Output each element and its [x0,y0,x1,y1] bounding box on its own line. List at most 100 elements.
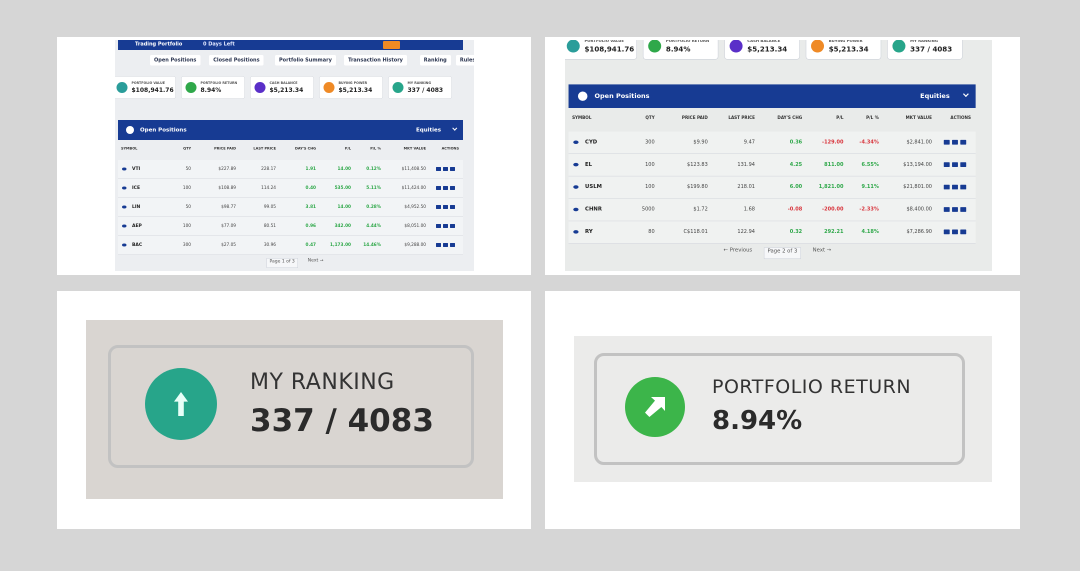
cell: $227.89 [218,166,236,172]
cell: 0.40 [305,185,316,191]
action-button[interactable] [952,162,958,167]
action-button[interactable] [952,207,958,212]
action-button[interactable] [960,162,967,167]
action-button[interactable] [436,186,441,190]
action-button[interactable] [443,167,448,171]
stat-label: MY RANKING [407,81,432,85]
column-header: SYMBOL [121,146,138,151]
stat-label: PORTFOLIO VALUE [584,40,624,44]
tab[interactable]: Rules [455,55,474,66]
action-button[interactable] [443,243,448,247]
cell: 80.51 [263,223,276,229]
action-button[interactable] [443,224,448,228]
action-button[interactable] [952,139,958,145]
stat-card: BUYING POWER $5,213.34 [805,40,882,60]
stat-label: PORTFOLIO RETURN [200,81,238,85]
action-button[interactable] [450,167,455,171]
cell: $98.77 [221,204,236,210]
action-button[interactable] [952,229,958,235]
cell: -4.34% [859,139,879,146]
action-button[interactable] [450,205,455,209]
action-button[interactable] [952,184,958,190]
pagination-previous[interactable]: ← Previous [723,247,753,254]
action-button[interactable] [443,186,448,190]
view-icon [122,243,127,247]
pagination-next[interactable]: Next → [307,258,324,263]
action-button[interactable] [436,224,441,228]
metric-box [594,353,965,465]
stat-label: MY RANKING [910,40,938,44]
zoom-card: PORTFOLIO RETURN 8.94% [545,291,1020,529]
view-icon [573,207,579,212]
action-button[interactable] [450,243,455,247]
column-header: LAST PRICE [728,115,755,121]
table-row: RY 80 C$118.01 122.94 0.32 292.21 4.18% $7,286.… [568,221,976,244]
action-button[interactable] [960,184,967,190]
cell: 100 [645,184,655,191]
cell: 14.00 [337,166,351,172]
tab[interactable]: Open Positions [150,55,201,66]
action-button[interactable] [943,207,950,212]
action-button[interactable] [960,139,967,145]
table-row: ICE 100 $108.89 114.24 0.40 535.00 5.11% $11,42… [118,179,463,198]
cell: 9.47 [743,139,755,146]
view-icon [573,162,579,167]
action-button[interactable] [960,229,967,235]
stat-icon [323,82,335,93]
action-button[interactable] [443,205,448,209]
cell: $8,400.00 [906,206,932,213]
section-title: Open Positions [140,126,187,134]
pagination-next[interactable]: Next → [812,247,832,254]
action-button[interactable] [450,186,455,190]
symbol: AEP [132,223,142,229]
action-button[interactable] [436,243,441,247]
stat-card: BUYING POWER $5,213.34 [319,76,383,99]
stat-value: 8.94% [665,44,691,54]
tab-bar: Open Positions Closed Positions Portfolio … [115,53,474,68]
metric-label: PORTFOLIO RETURN [712,376,912,398]
tab[interactable]: Transaction History [344,55,407,66]
symbol: BAC [132,242,143,248]
symbol: LIN [132,204,141,210]
photo-card: Trading Portfolio 0 Days Left Open Positio… [57,37,531,275]
column-header: MKT VALUE [403,146,426,151]
header-button [383,41,400,49]
cell: -2.33% [859,206,879,213]
tab[interactable]: Ranking [419,55,451,66]
stat-card: MY RANKING 337 / 4083 [887,40,963,60]
cell: 5000 [641,206,655,213]
cell: 4.44% [366,223,381,229]
action-button[interactable] [450,224,455,228]
cell: $108.89 [218,185,236,191]
section-icon [577,91,588,101]
cell: C$118.01 [683,228,708,235]
view-icon [573,140,579,144]
cell: 131.94 [737,161,755,168]
cell: 4.18% [861,228,879,235]
dashboard: Trading Portfolio 0 Days Left Open Positio… [115,40,474,271]
cell: 122.94 [737,228,755,235]
action-button[interactable] [960,207,967,212]
action-button[interactable] [943,162,950,167]
cell: $2,841.00 [906,139,932,146]
filter-dropdown[interactable]: Equities [920,92,950,100]
action-button[interactable] [943,184,950,190]
stat-card: MY RANKING 337 / 4083 [388,76,452,99]
cell: 9.11% [861,184,879,191]
tab[interactable]: Portfolio Summary [275,55,336,66]
dashboard: PORTFOLIO VALUE $108,941.76 PORTFOLIO RETU… [565,40,990,267]
tab[interactable]: Closed Positions [209,55,264,66]
action-button[interactable] [436,205,441,209]
cell: $27.05 [221,242,236,248]
stat-label: BUYING POWER [828,40,863,44]
action-button[interactable] [943,139,950,145]
screen-photo: Trading Portfolio 0 Days Left Open Positio… [115,40,474,271]
filter-dropdown[interactable]: Equities [416,126,442,134]
action-button[interactable] [943,229,950,235]
cell: $8,051.00 [404,223,426,229]
cell: 535.00 [334,185,351,191]
action-button[interactable] [436,167,441,171]
stat-value: 337 / 4083 [910,44,953,54]
stat-icon [185,82,197,93]
cell: 30.96 [263,242,276,248]
